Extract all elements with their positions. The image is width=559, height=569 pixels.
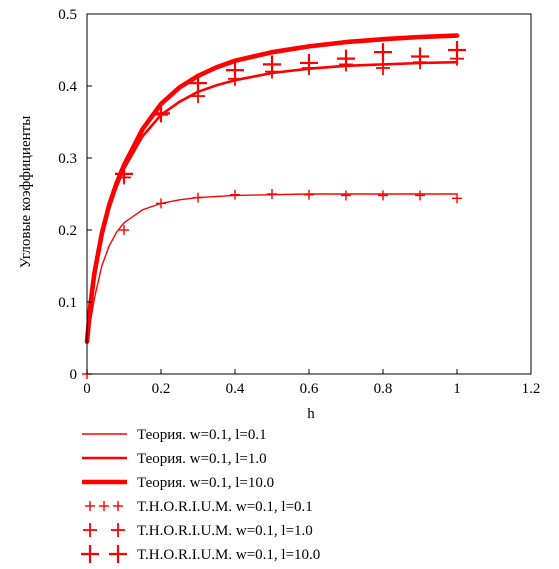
legend-label: Теория. w=0.1, l=1.0 xyxy=(137,451,267,467)
series-markers-4 xyxy=(82,189,462,379)
legend-item-3: Теория. w=0.1, l=10.0 xyxy=(82,475,274,491)
data-point xyxy=(193,192,203,203)
legend-marker-sample xyxy=(83,523,97,537)
legend-label: Теория. w=0.1, l=10.0 xyxy=(137,475,274,491)
y-tick-label: 0.5 xyxy=(58,7,77,23)
legend-marker-sample xyxy=(109,545,127,563)
series-line-3 xyxy=(84,33,460,344)
x-tick-label: 0.2 xyxy=(152,381,171,397)
legend-label: T.H.O.R.I.U.M. w=0.1, l=1.0 xyxy=(137,523,313,539)
series-line-1 xyxy=(86,193,458,343)
data-point xyxy=(226,61,244,80)
legend-label: Теория. w=0.1, l=0.1 xyxy=(137,427,267,443)
y-tick-label: 0.1 xyxy=(58,295,77,311)
data-point xyxy=(119,225,129,235)
y-tick-label: 0.2 xyxy=(58,223,77,239)
y-tick-label: 0 xyxy=(70,367,78,383)
data-point xyxy=(378,190,388,201)
legend-marker-sample xyxy=(111,523,125,537)
plot-area xyxy=(82,33,466,379)
legend-marker-sample xyxy=(99,501,109,511)
data-point xyxy=(374,43,392,62)
x-tick-label: 0.4 xyxy=(226,381,245,397)
data-point xyxy=(189,74,207,93)
series-line-2 xyxy=(85,60,459,343)
y-tick-label: 0.3 xyxy=(58,151,77,167)
legend-item-4: T.H.O.R.I.U.M. w=0.1, l=0.1 xyxy=(85,499,313,515)
data-point xyxy=(452,193,462,204)
legend: Теория. w=0.1, l=0.1 Теория. w=0.1, l=1.0… xyxy=(81,427,320,563)
data-point xyxy=(448,41,466,59)
legend-marker-sample xyxy=(85,501,95,511)
legend-item-6: T.H.O.R.I.U.M. w=0.1, l=10.0 xyxy=(81,545,320,563)
data-point xyxy=(341,190,351,201)
legend-item-2: Теория. w=0.1, l=1.0 xyxy=(82,451,267,467)
x-tick-label: 0.6 xyxy=(300,381,319,397)
x-axis-label: h xyxy=(307,406,315,422)
y-tick-label: 0.4 xyxy=(58,79,77,95)
data-point xyxy=(152,104,170,123)
axes: 0 0.2 0.4 0.6 0.8 1 1.2 0 0.1 0.2 0.3 0.4 0.5 xyxy=(58,7,540,397)
data-point xyxy=(415,190,425,201)
legend-item-5: T.H.O.R.I.U.M. w=0.1, l=1.0 xyxy=(83,523,313,539)
data-point xyxy=(267,189,277,199)
legend-item-1: Теория. w=0.1, l=0.1 xyxy=(82,427,267,443)
x-tick-label: 0 xyxy=(83,381,91,397)
data-point xyxy=(230,189,240,200)
legend-label: T.H.O.R.I.U.M. w=0.1, l=0.1 xyxy=(137,499,313,515)
y-axis-label: Угловые коэффициенты xyxy=(18,116,34,269)
data-point xyxy=(376,61,390,75)
legend-marker-sample xyxy=(81,545,99,563)
data-point xyxy=(304,189,314,200)
data-point xyxy=(300,53,318,72)
data-point xyxy=(337,49,355,68)
x-tick-label: 1.2 xyxy=(522,381,541,397)
data-point xyxy=(263,55,281,74)
data-point xyxy=(411,47,429,66)
data-point xyxy=(115,164,133,183)
legend-marker-sample xyxy=(113,501,123,511)
x-tick-label: 0.8 xyxy=(374,381,393,397)
legend-label: T.H.O.R.I.U.M. w=0.1, l=10.0 xyxy=(137,547,320,563)
x-tick-label: 1 xyxy=(453,381,461,397)
data-point xyxy=(156,198,166,209)
series-markers-6 xyxy=(115,41,466,183)
